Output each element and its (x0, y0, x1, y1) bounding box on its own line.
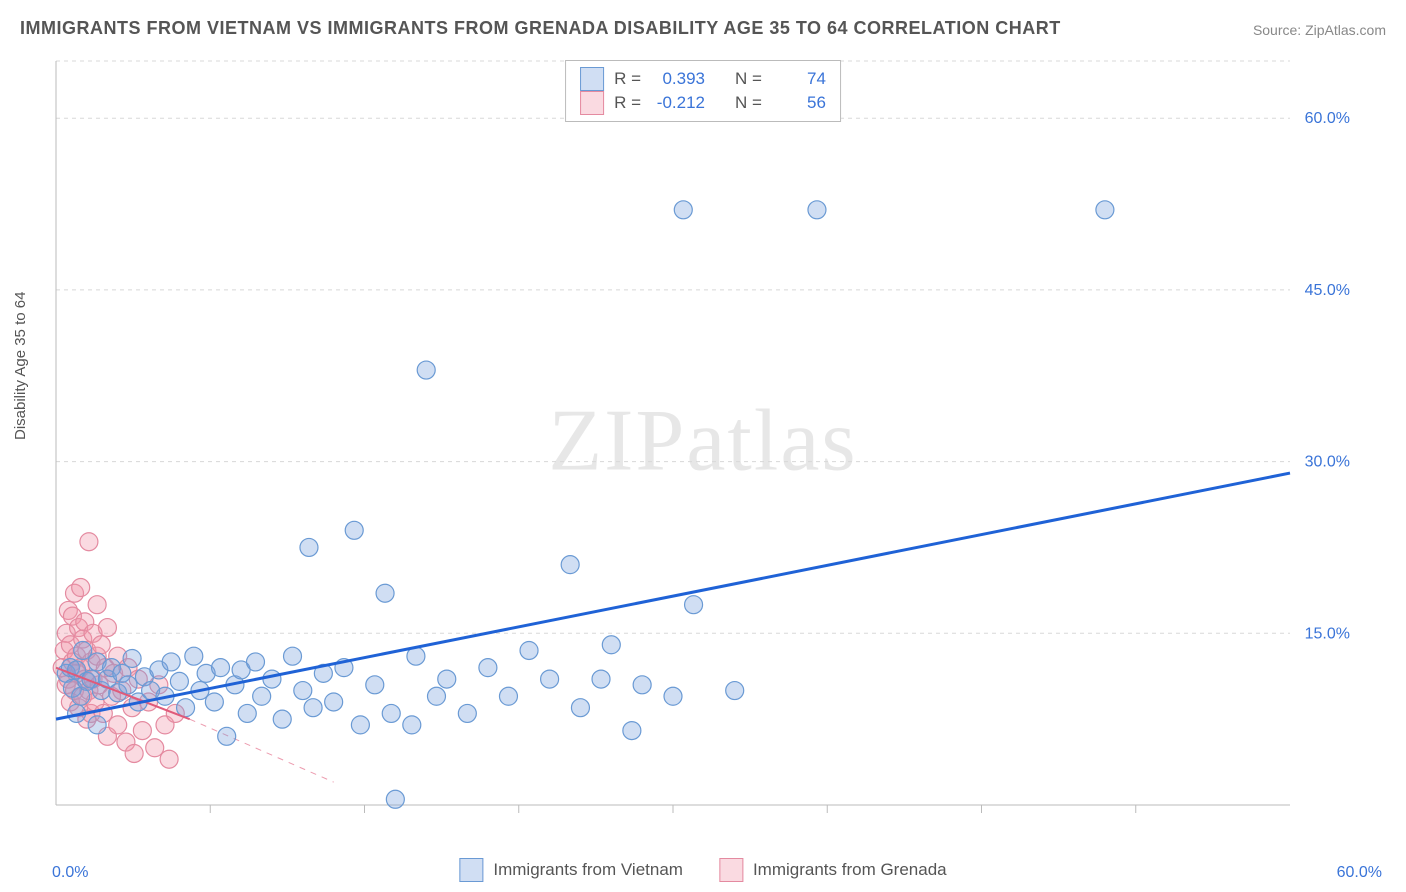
y-axis-label: Disability Age 35 to 64 (12, 292, 29, 440)
legend-series-item: Immigrants from Grenada (719, 858, 947, 882)
legend-correlation: R = 0.393 N = 74 R = -0.212 N = 56 (565, 60, 841, 122)
legend-series-item: Immigrants from Vietnam (459, 858, 683, 882)
legend-r-label: R = (614, 69, 641, 89)
legend-series-label: Immigrants from Vietnam (493, 860, 683, 880)
scatter-chart: 15.0% 30.0% 45.0% 60.0% (50, 55, 1360, 845)
legend-correlation-row: R = 0.393 N = 74 (580, 67, 826, 91)
x-axis-min-label: 0.0% (52, 864, 88, 882)
legend-r-label: R = (614, 93, 641, 113)
legend-swatch (459, 858, 483, 882)
legend-swatch (580, 91, 604, 115)
legend-swatch (580, 67, 604, 91)
svg-text:30.0%: 30.0% (1305, 454, 1350, 471)
legend-swatch (719, 858, 743, 882)
legend-n-label: N = (735, 93, 762, 113)
chart-title: IMMIGRANTS FROM VIETNAM VS IMMIGRANTS FR… (20, 18, 1061, 39)
legend-series: Immigrants from Vietnam Immigrants from G… (459, 858, 946, 882)
legend-n-label: N = (735, 69, 762, 89)
source-label: Source: ZipAtlas.com (1253, 22, 1386, 38)
x-axis-max-label: 60.0% (1337, 864, 1382, 882)
legend-correlation-row: R = -0.212 N = 56 (580, 91, 826, 115)
legend-n-value: 74 (772, 69, 826, 89)
legend-n-value: 56 (772, 93, 826, 113)
legend-series-label: Immigrants from Grenada (753, 860, 947, 880)
chart-svg: 15.0% 30.0% 45.0% 60.0% (50, 55, 1360, 845)
svg-text:60.0%: 60.0% (1305, 110, 1350, 127)
legend-r-value: 0.393 (651, 69, 705, 89)
legend-r-value: -0.212 (651, 93, 705, 113)
svg-text:15.0%: 15.0% (1305, 625, 1350, 642)
svg-text:45.0%: 45.0% (1305, 282, 1350, 299)
